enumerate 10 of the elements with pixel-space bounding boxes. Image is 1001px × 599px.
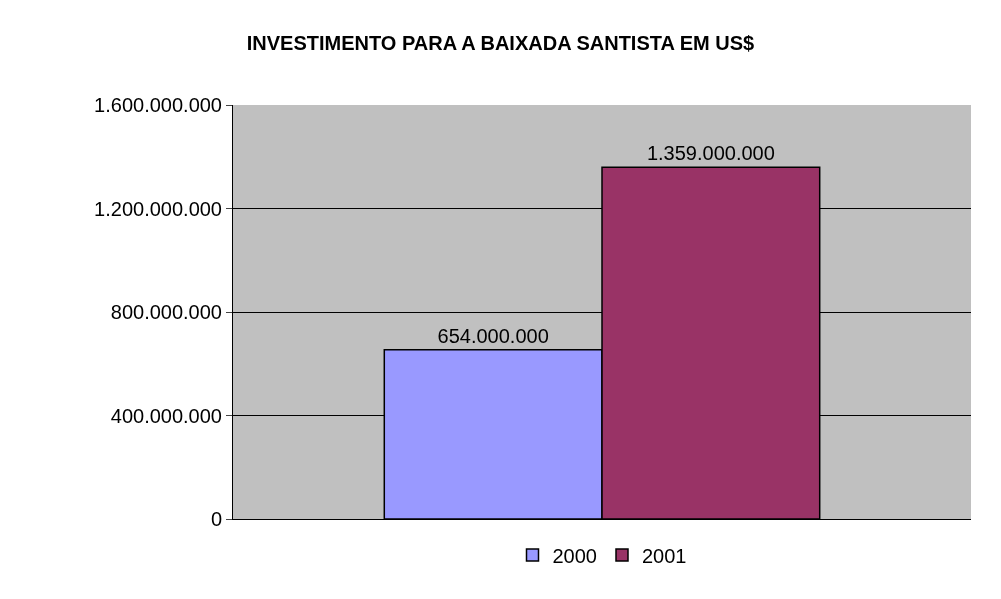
chart-title: INVESTIMENTO PARA A BAIXADA SANTISTA EM US$ <box>246 31 755 54</box>
data-label: 1.359.000.000 <box>646 142 775 165</box>
y-tick-label: 0 <box>210 508 222 530</box>
legend-label: 2001 <box>642 544 687 567</box>
y-tick-label: 1.200.000.000 <box>94 197 222 220</box>
y-tick-label: 1.600.000.000 <box>94 94 222 116</box>
legend-label: 2000 <box>552 544 597 567</box>
y-tick-label: 400.000.000 <box>110 404 222 427</box>
data-label: 654.000.000 <box>437 324 549 347</box>
y-tick-label: 800.000.000 <box>110 301 222 323</box>
